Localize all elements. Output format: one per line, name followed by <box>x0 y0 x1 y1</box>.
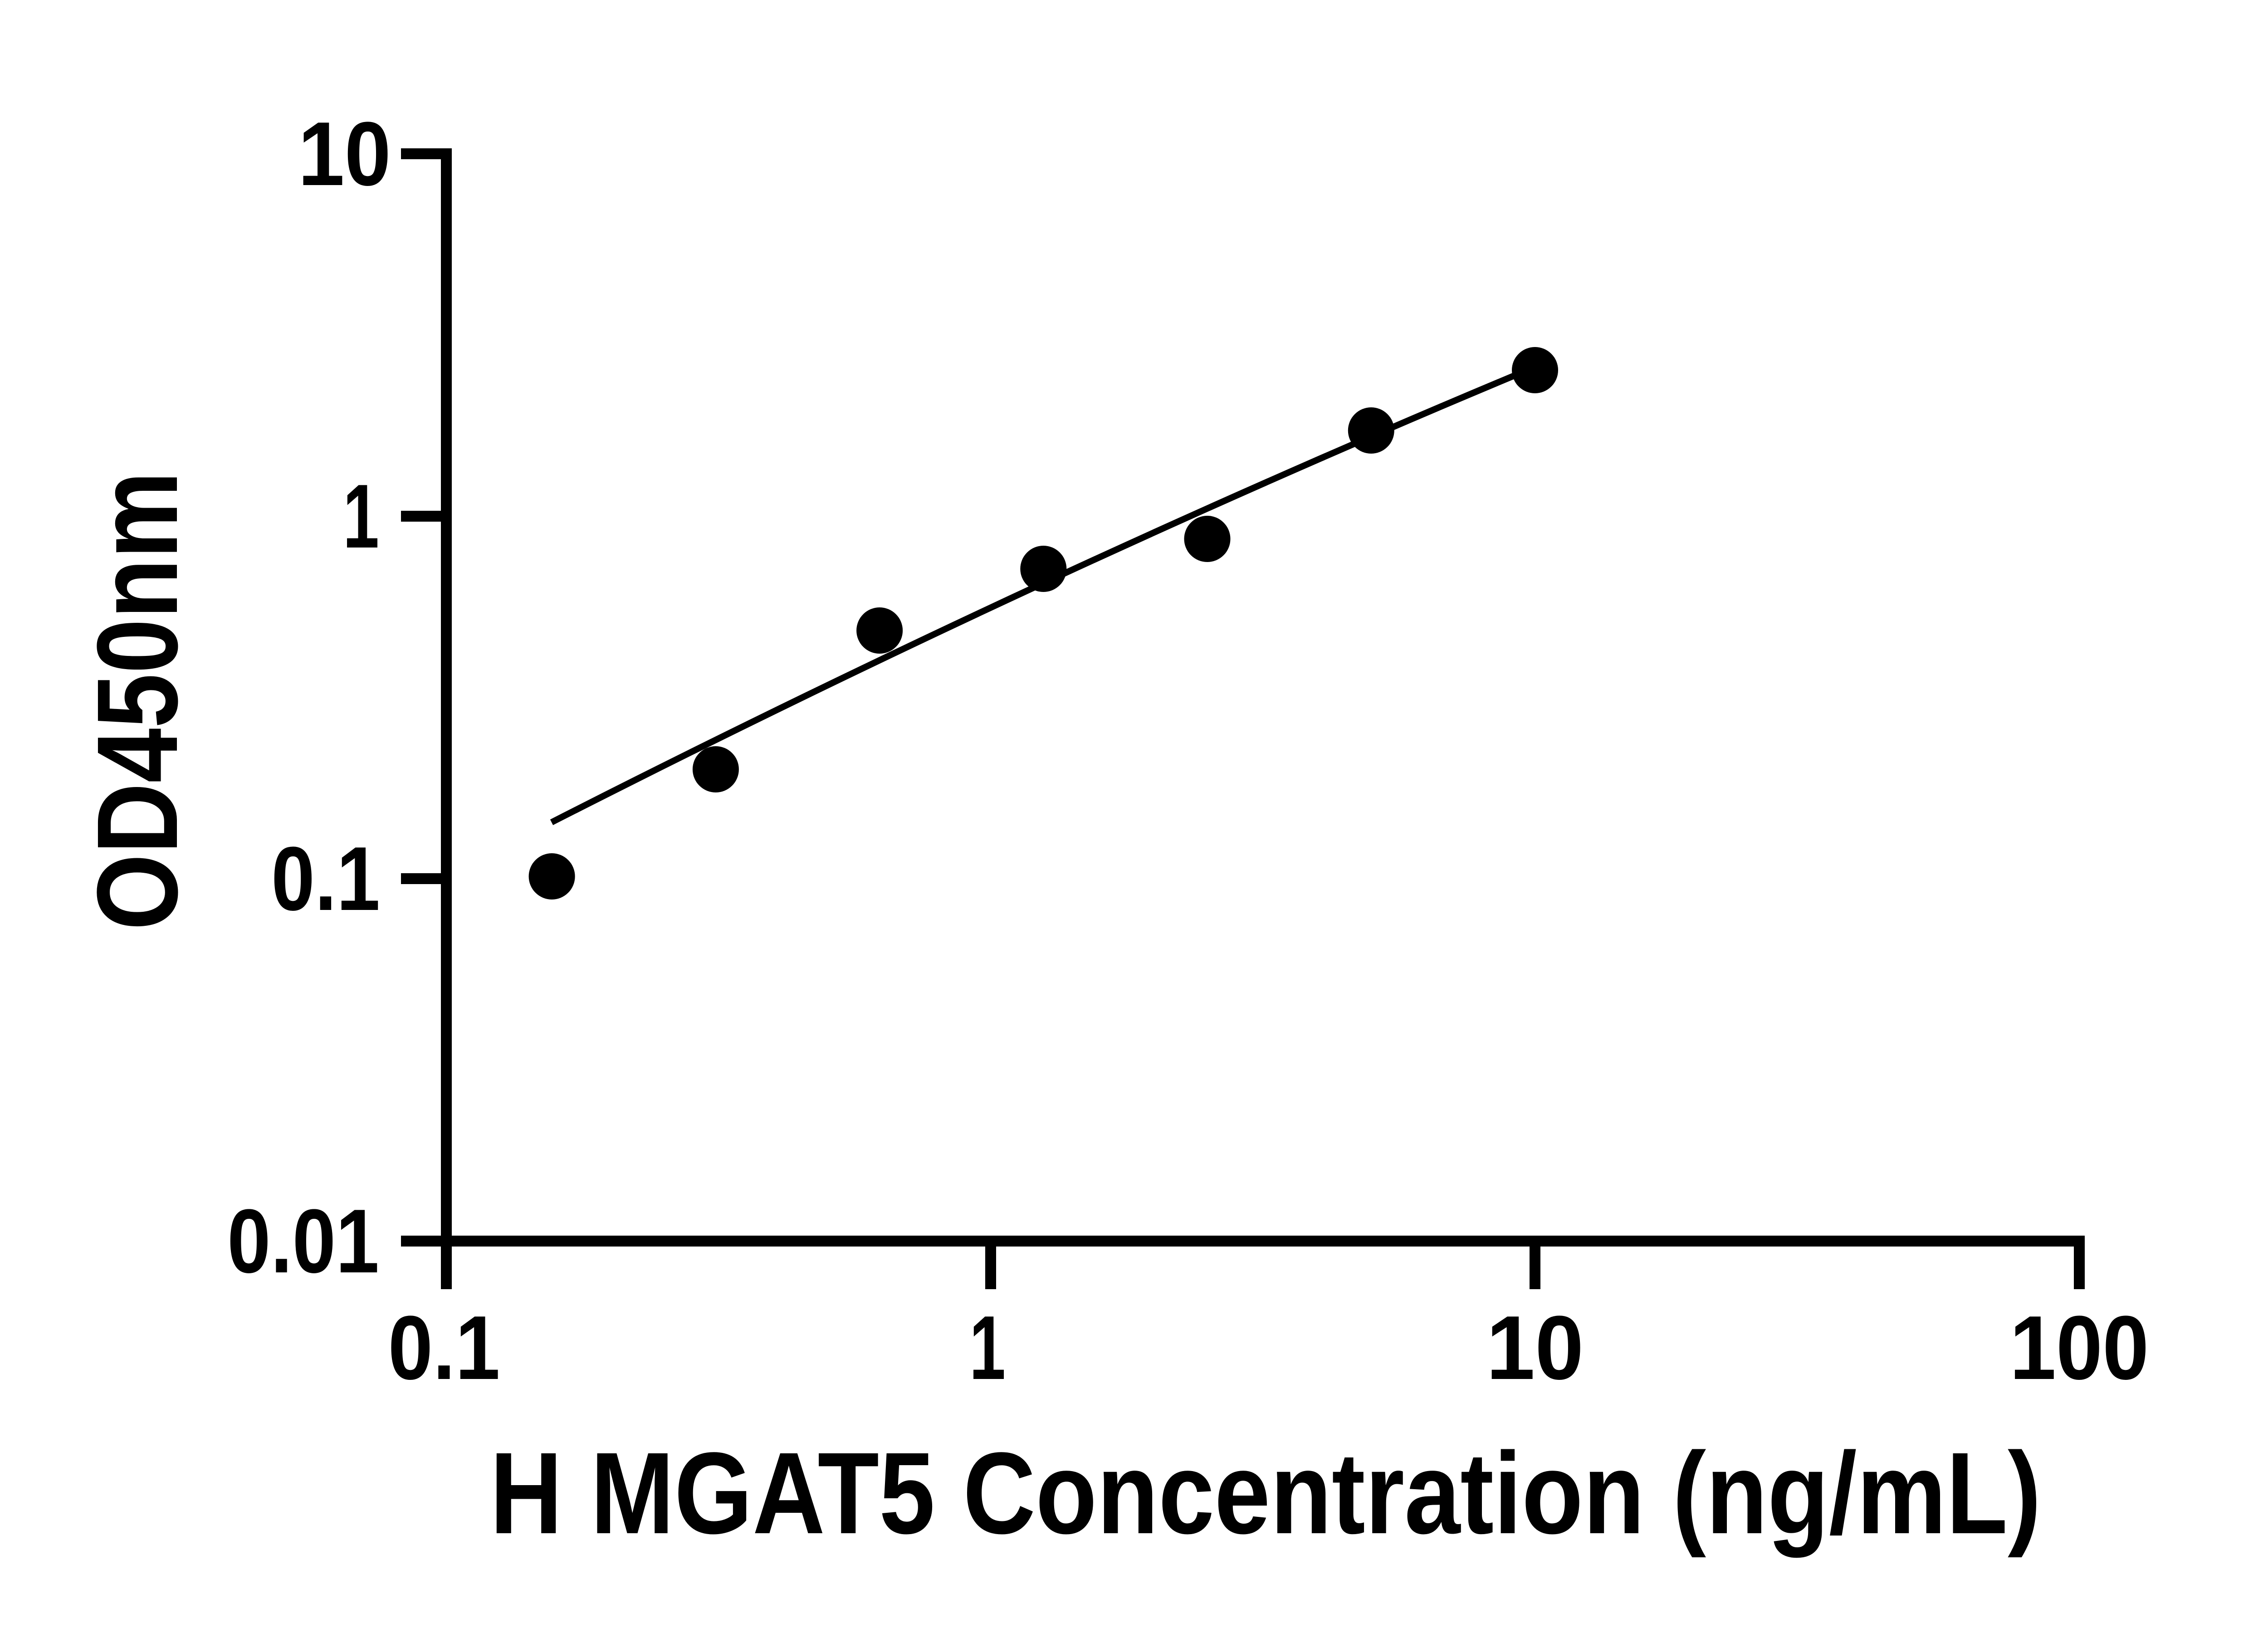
svg-text:10: 10 <box>1486 1297 1584 1398</box>
svg-text:10: 10 <box>298 103 391 205</box>
svg-text:0.1: 0.1 <box>271 828 380 929</box>
svg-text:0.1: 0.1 <box>388 1297 500 1398</box>
svg-text:1: 1 <box>969 1297 1006 1398</box>
svg-text:H MGAT5 Concentration (ng/mL): H MGAT5 Concentration (ng/mL) <box>490 1428 2041 1558</box>
svg-text:1: 1 <box>343 466 379 567</box>
svg-text:0.01: 0.01 <box>227 1191 379 1292</box>
svg-text:100: 100 <box>2010 1297 2149 1398</box>
svg-text:OD450nm: OD450nm <box>73 471 201 930</box>
